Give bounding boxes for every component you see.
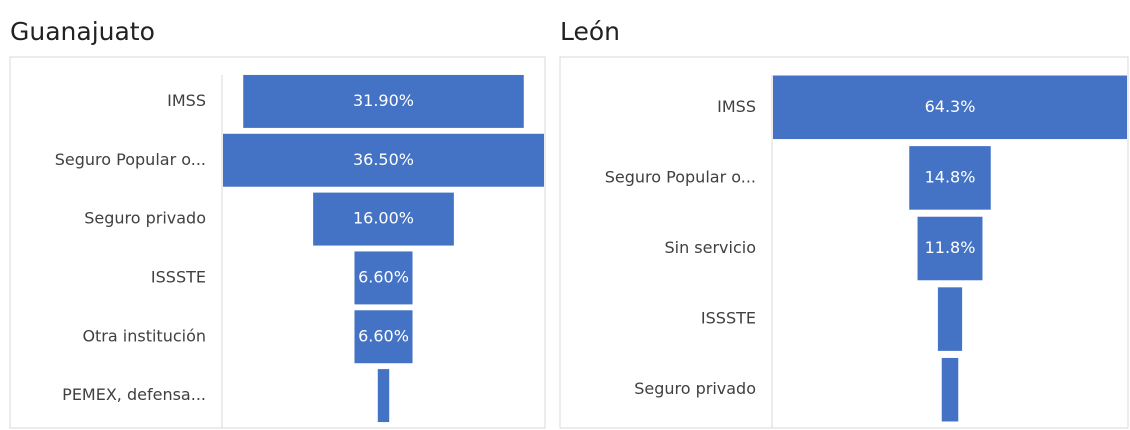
- category-label: PEMEX, defensa...: [62, 385, 206, 404]
- category-label: Seguro Popular o...: [55, 150, 206, 169]
- chart-title: León: [560, 17, 620, 46]
- value-label: 6.60%: [358, 326, 409, 345]
- value-label: 14.8%: [925, 167, 976, 186]
- category-label: Otra institución: [82, 326, 206, 345]
- chart-frame: [9, 56, 546, 429]
- bar: [223, 133, 544, 187]
- category-label: Seguro privado: [84, 209, 206, 228]
- category-label: ISSSTE: [701, 309, 756, 328]
- bar: [354, 310, 413, 364]
- category-label: ISSSTE: [151, 267, 206, 286]
- bar: [937, 287, 963, 351]
- chart-title: Guanajuato: [10, 17, 155, 46]
- bar: [917, 216, 983, 281]
- bar: [377, 369, 390, 423]
- bar: [941, 357, 959, 422]
- chart-frame: [559, 56, 1129, 429]
- bar: [354, 251, 413, 305]
- category-label: IMSS: [717, 97, 756, 116]
- bar: [313, 192, 454, 246]
- value-label: 16.00%: [353, 209, 414, 228]
- value-label: 6.60%: [358, 267, 409, 286]
- value-label: 36.50%: [353, 150, 414, 169]
- value-label: 11.8%: [925, 238, 976, 257]
- category-label: IMSS: [167, 91, 206, 110]
- bar: [909, 146, 991, 210]
- bar: [243, 74, 524, 128]
- category-label: Sin servicio: [664, 238, 756, 257]
- category-label: Seguro Popular o...: [605, 167, 756, 186]
- bar: [773, 75, 1127, 140]
- value-label: 64.3%: [925, 97, 976, 116]
- value-label: 31.90%: [353, 91, 414, 110]
- category-label: Seguro privado: [634, 379, 756, 398]
